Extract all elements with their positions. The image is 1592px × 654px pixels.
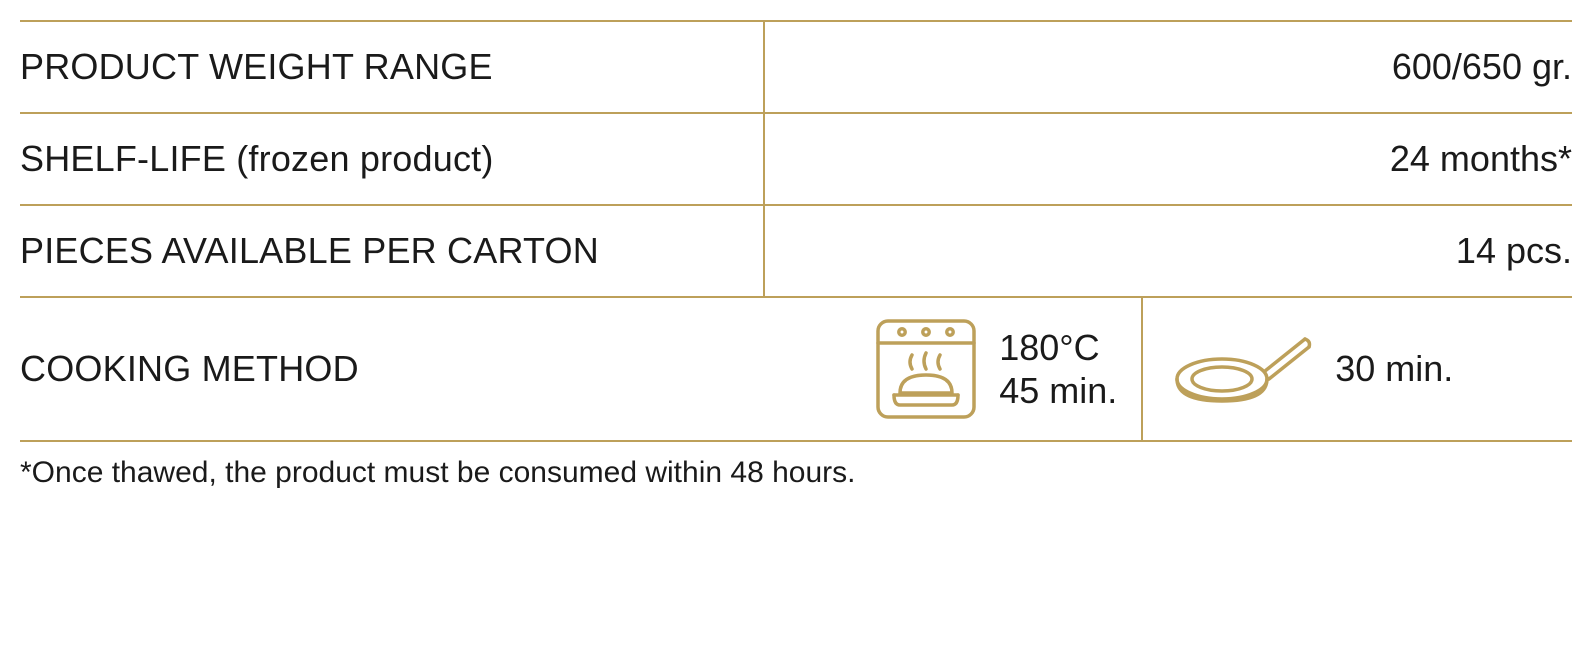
- oven-temp: 180°C: [999, 326, 1117, 369]
- oven-text: 180°C 45 min.: [999, 326, 1117, 412]
- label-shelf-life: SHELF-LIFE (frozen product): [20, 113, 764, 205]
- footnote: *Once thawed, the product must be consum…: [20, 456, 1572, 490]
- pan-icon: [1167, 314, 1317, 424]
- pan-text: 30 min.: [1335, 347, 1453, 390]
- label-pieces-per-carton: PIECES AVAILABLE PER CARTON: [20, 205, 764, 297]
- cooking-method-pan: 30 min.: [1143, 314, 1572, 424]
- row-weight-range: PRODUCT WEIGHT RANGE 600/650 gr.: [20, 21, 1572, 113]
- product-spec-table: PRODUCT WEIGHT RANGE 600/650 gr. SHELF-L…: [20, 20, 1572, 442]
- cooking-method-oven: 180°C 45 min.: [764, 314, 1141, 424]
- label-weight-range: PRODUCT WEIGHT RANGE: [20, 21, 764, 113]
- oven-time: 45 min.: [999, 369, 1117, 412]
- value-shelf-life: 24 months*: [764, 113, 1572, 205]
- row-shelf-life: SHELF-LIFE (frozen product) 24 months*: [20, 113, 1572, 205]
- label-cooking-method: COOKING METHOD: [20, 297, 764, 441]
- row-cooking-method: COOKING METHOD: [20, 297, 1572, 441]
- value-pieces-per-carton: 14 pcs.: [764, 205, 1572, 297]
- row-pieces-per-carton: PIECES AVAILABLE PER CARTON 14 pcs.: [20, 205, 1572, 297]
- pan-time: 30 min.: [1335, 347, 1453, 390]
- value-weight-range: 600/650 gr.: [764, 21, 1572, 113]
- oven-icon: [871, 314, 981, 424]
